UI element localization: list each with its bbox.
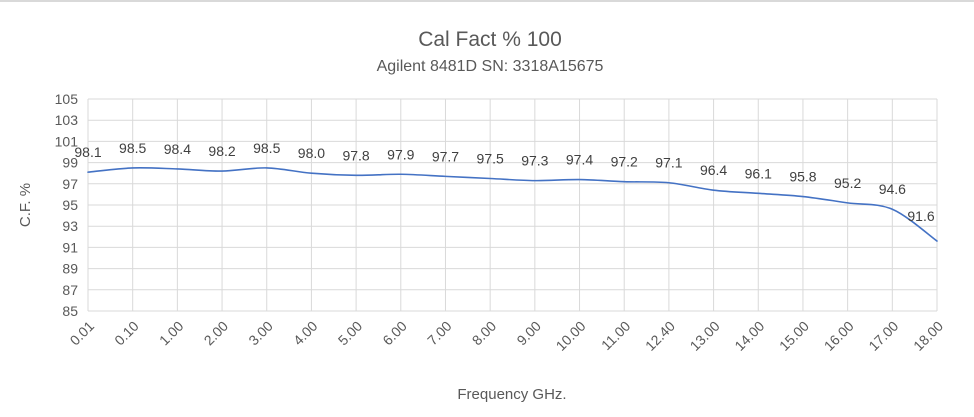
y-tick-label: 85 [62,303,78,319]
data-point-label: 96.4 [700,162,727,178]
x-tick-label: 16.00 [821,318,857,354]
x-tick-label: 14.00 [731,318,767,354]
data-point-label: 97.1 [655,155,682,171]
y-tick-label: 105 [55,91,79,107]
x-tick-label: 3.00 [245,318,276,349]
chart-title: Cal Fact % 100 [418,28,562,51]
data-point-label: 94.6 [879,181,906,197]
data-point-label: 98.4 [164,141,191,157]
v-gridlines [87,99,938,311]
x-tick-label: 0.01 [67,318,98,349]
x-tick-label: 10.00 [553,318,589,354]
series-line-group [87,166,938,242]
data-point-label: 97.5 [477,151,504,167]
y-axis-title: C.F. % [17,183,34,227]
data-point-label: 96.1 [745,165,772,181]
y-tick-label: 99 [62,155,78,171]
x-tick-label: 12.40 [642,318,678,354]
chart-subtitle: Agilent 8481D SN: 3318A15675 [377,58,604,75]
x-tick-label: 0.10 [111,318,142,349]
data-point-label: 97.8 [342,147,369,163]
y-tick-label: 89 [62,261,78,277]
y-tick-label: 95 [62,197,78,213]
x-tick-label: 6.00 [379,318,410,349]
x-tick-label: 11.00 [598,318,634,354]
data-point-label: 98.1 [74,144,101,160]
x-tick-label: 18.00 [910,318,946,354]
data-point-label: 95.2 [834,175,861,191]
x-tick-label: 5.00 [335,318,366,349]
data-point-label: 97.9 [387,146,414,162]
h-gridlines [88,98,937,312]
data-point-label: 98.5 [119,140,146,156]
y-tick-label: 97 [62,176,78,192]
y-tick-label: 87 [62,282,78,298]
data-point-label: 97.2 [611,154,638,170]
data-point-label: 97.3 [521,153,548,169]
data-point-label: 98.5 [253,140,280,156]
data-point-label: 97.7 [432,148,459,164]
y-tick-label: 103 [55,112,79,128]
x-tick-label: 9.00 [513,318,544,349]
y-tick-label: 93 [62,218,78,234]
x-axis-tick-labels: 0.01 0.10 1.00 2.00 3.00 4.00 5.00 6.00 7.00 8.00… [67,318,947,354]
x-tick-label: 7.00 [424,318,455,349]
x-tick-label: 8.00 [469,318,500,349]
x-tick-label: 15.00 [776,318,812,354]
data-point-label: 95.8 [789,169,816,185]
x-tick-label: 13.00 [687,318,723,354]
y-tick-label: 101 [55,133,79,149]
data-point-label: 91.6 [907,208,934,224]
data-point-label: 98.2 [208,143,235,159]
data-labels: 98.1 98.5 98.4 98.2 98.5 98.0 97.8 97.9 97.7 97.5… [74,140,934,224]
y-tick-label: 91 [62,239,78,255]
x-tick-label: 2.00 [201,318,232,349]
x-tick-label: 17.00 [865,318,901,354]
y-axis-tick-labels: 85 87 89 91 93 95 97 99 101 103 105 [55,91,79,319]
data-point-label: 97.4 [566,152,593,168]
x-axis-title: Frequency GHz. [457,386,566,403]
x-tick-label: 1.00 [156,318,187,349]
x-tick-label: 4.00 [290,318,321,349]
data-point-label: 98.0 [298,145,325,161]
series-line [87,166,938,242]
